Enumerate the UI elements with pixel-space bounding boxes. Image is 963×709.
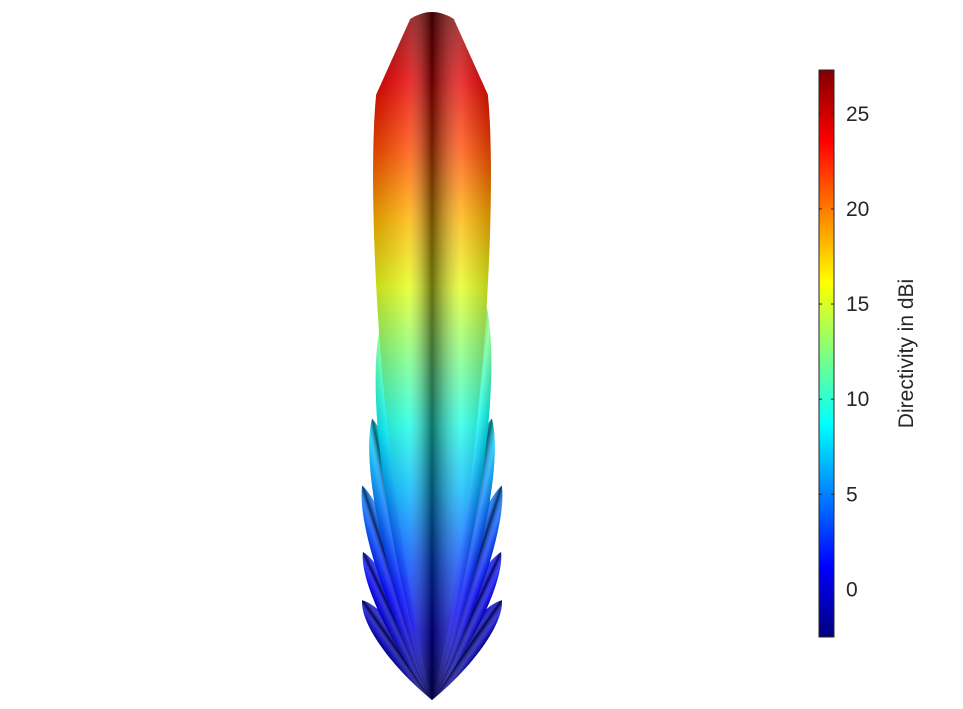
colorbar-tick-label: 10: [846, 388, 869, 411]
colorbar-tick-label: 25: [846, 103, 869, 126]
lobes-layer: [361, 12, 503, 700]
colorbar-label: Directivity in dBi: [895, 279, 918, 428]
main-lobe: [373, 12, 491, 700]
colorbar-tick-label: 15: [846, 293, 869, 316]
main-lobe-shading: [373, 12, 491, 700]
colorbar-tick-label: 5: [846, 483, 858, 506]
colorbar: 0 5 10 15 20 25 Directivity in dBi: [818, 69, 918, 638]
colorbar-tick-label: 0: [846, 578, 858, 601]
colorbar-gradient: [818, 69, 835, 638]
colorbar-tick-label: 20: [846, 198, 869, 221]
